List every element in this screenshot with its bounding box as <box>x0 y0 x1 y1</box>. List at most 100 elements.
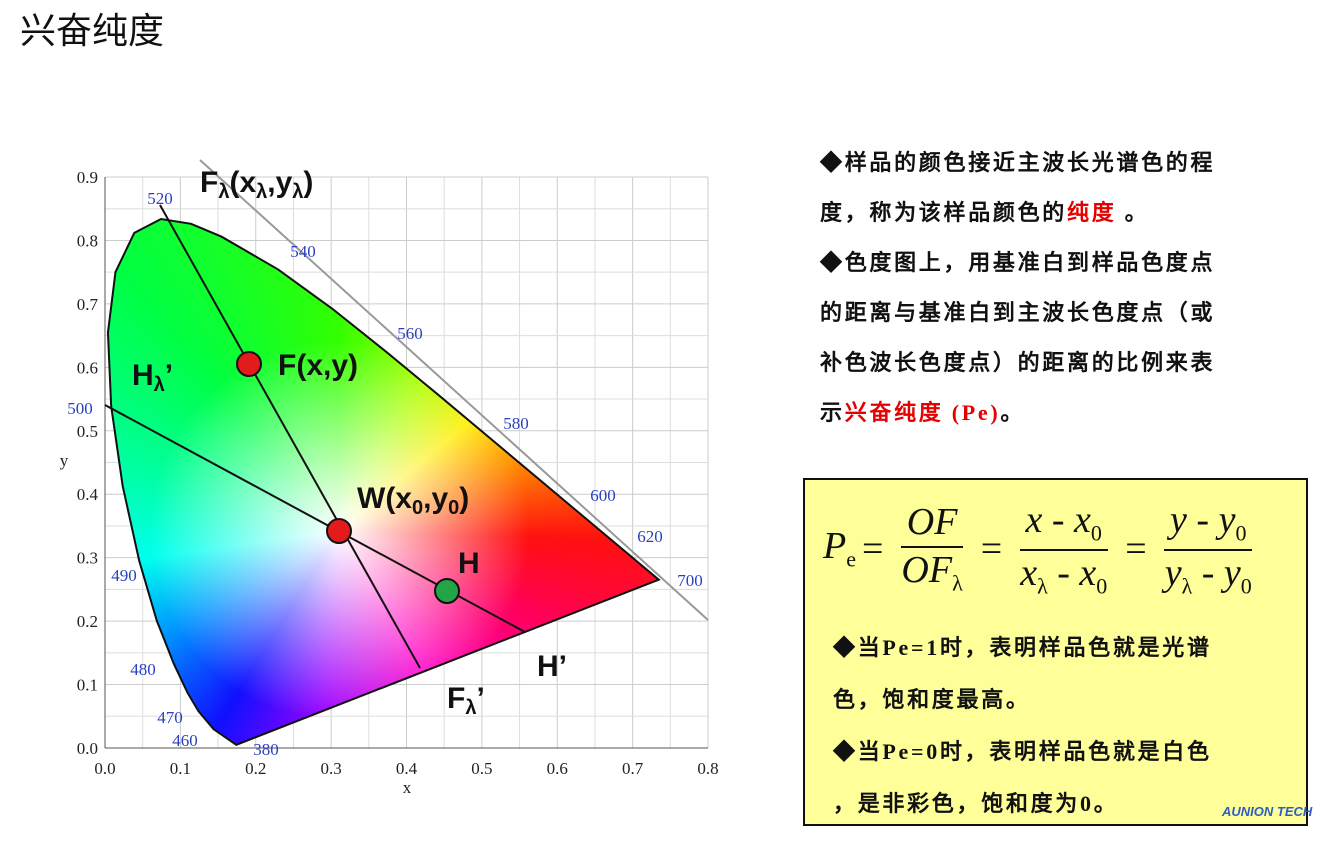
subscript: λ <box>292 181 303 203</box>
wavelength-label: 500 <box>67 399 93 418</box>
text-segment: ◆样品的颜色接近主波长光谱色的程 <box>820 150 1216 175</box>
y-tick-label: 0.8 <box>77 231 98 250</box>
wavelength-label: 380 <box>253 740 279 759</box>
formula-text: - y <box>1192 551 1241 594</box>
y-axis-label: y <box>60 451 69 470</box>
formula-text: OF <box>906 501 958 544</box>
label-text: F <box>200 166 218 199</box>
y-tick-label: 0.1 <box>77 676 98 695</box>
equals: = <box>861 527 884 570</box>
wavelength-label: 560 <box>397 324 423 343</box>
y-tick-label: 0.6 <box>77 358 98 377</box>
label-text: ,y <box>423 482 448 515</box>
point-label: F(x,y) <box>278 349 358 382</box>
point-label: Hλ’ <box>132 359 173 396</box>
y-tick-label: 0.2 <box>77 612 98 631</box>
text-segment: 。 <box>1116 200 1150 225</box>
point-label: W(x0,y0) <box>357 482 469 519</box>
subscript: 0 <box>412 497 423 519</box>
text-line: ◆色度图上，用基准白到样品色度点 <box>820 238 1215 288</box>
text-line: ◆样品的颜色接近主波长光谱色的程 <box>820 138 1215 188</box>
label-text: ’ <box>165 359 173 392</box>
text-line: 补色波长色度点）的距离的比例来表 <box>820 338 1215 388</box>
text-line: 度，称为该样品颜色的纯度 。 <box>820 188 1215 238</box>
fraction: y - y0 yλ - y0 <box>1159 498 1258 599</box>
label-text: H <box>132 359 154 392</box>
label-text: (x <box>229 166 256 199</box>
label-text: ) <box>303 166 313 199</box>
h-line <box>104 404 526 633</box>
formula: Pe = OF OFλ = x - x0 xλ - x0 = y - y0 yλ - y0 <box>823 498 1264 599</box>
formula-notes: ◆当Pe=1时，表明样品色就是光谱 色，饱和度最高。 ◆当Pe=0时，表明样品色就是… <box>833 622 1212 830</box>
subscript: 0 <box>1240 573 1252 599</box>
label-text: F(x,y) <box>278 349 358 382</box>
label-text: ,y <box>267 166 292 199</box>
label-text: F <box>447 682 465 715</box>
subscript: λ <box>1037 573 1048 599</box>
y-tick-label: 0.5 <box>77 422 98 441</box>
equals: = <box>980 527 1003 570</box>
text-line: 示兴奋纯度 (Pe)。 <box>820 388 1215 438</box>
subscript: 0 <box>1096 573 1108 599</box>
point-f <box>236 351 262 377</box>
label-text: ’ <box>476 682 484 715</box>
subscript: λ <box>1181 573 1193 599</box>
fraction: OF OFλ <box>895 500 968 597</box>
subscript: λ <box>465 697 476 719</box>
numerator: y - y0 <box>1164 498 1253 551</box>
subscript: λ <box>952 570 963 596</box>
denominator: OFλ <box>895 548 968 597</box>
title: 兴奋纯度 <box>20 11 165 51</box>
subscript: e <box>846 546 856 572</box>
x-tick-label: 0.1 <box>170 759 191 778</box>
f-line <box>159 204 421 669</box>
wavelength-label: 540 <box>290 242 316 261</box>
subscript: λ <box>256 181 267 203</box>
subscript: 0 <box>448 497 459 519</box>
y-tick-label: 0.9 <box>77 168 98 187</box>
point-w <box>326 518 352 544</box>
label-text: H’ <box>537 650 567 683</box>
wavelength-label: 700 <box>677 571 703 590</box>
wavelength-label: 460 <box>172 731 198 750</box>
note-line: ◆当Pe=0时，表明样品色就是白色 <box>833 739 1212 764</box>
text-segment: ◆色度图上，用基准白到样品色度点 <box>820 250 1216 275</box>
x-tick-label: 0.3 <box>321 759 342 778</box>
label-text: W(x <box>357 482 412 515</box>
wavelength-label: 580 <box>503 414 529 433</box>
x-tick-label: 0.6 <box>547 759 568 778</box>
wavelength-label: 490 <box>111 566 137 585</box>
point-label: H <box>458 547 480 580</box>
point-label: H’ <box>537 650 567 683</box>
formula-text: OF <box>901 549 953 592</box>
denominator: xλ - x0 <box>1014 551 1113 600</box>
formula-text: y <box>1164 551 1182 594</box>
note-line: 色，饱和度最高。 <box>833 687 1031 712</box>
description: ◆样品的颜色接近主波长光谱色的程度，称为该样品颜色的纯度 。 ◆色度图上，用基准白… <box>820 138 1215 438</box>
formula-text: P <box>823 525 847 568</box>
formula-text: y - y <box>1170 499 1236 541</box>
subscript: 0 <box>1090 520 1102 546</box>
logo: AUNION TECH <box>1222 804 1313 819</box>
label-text: ) <box>459 482 469 515</box>
wavelength-label: 480 <box>130 660 156 679</box>
y-tick-label: 0.7 <box>77 295 99 314</box>
wavelength-label: 600 <box>590 486 616 505</box>
subscript: λ <box>218 181 229 203</box>
x-axis-label: x <box>403 778 412 797</box>
denominator: yλ - y0 <box>1159 551 1258 600</box>
x-tick-label: 0.8 <box>697 759 718 778</box>
wavelength-label: 520 <box>147 189 173 208</box>
text-segment: 度，称为该样品颜色的 <box>820 200 1068 225</box>
subscript: λ <box>154 374 165 396</box>
point-label: Fλ(xλ,yλ) <box>200 166 313 203</box>
boundary-line <box>199 159 709 621</box>
y-tick-label: 0.3 <box>77 549 98 568</box>
x-tick-label: 0.5 <box>471 759 492 778</box>
y-tick-label: 0.0 <box>77 739 98 758</box>
note-line: ◆当Pe=1时，表明样品色就是光谱 <box>833 635 1212 660</box>
x-tick-label: 0.7 <box>622 759 644 778</box>
wavelength-label: 470 <box>157 708 183 727</box>
